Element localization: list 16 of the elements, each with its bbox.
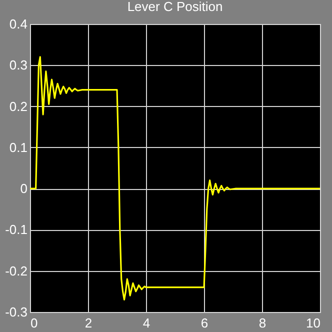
x-tick-label: 10 [306, 316, 320, 330]
x-tick-label: 4 [142, 316, 150, 330]
x-tick-label: 0 [30, 316, 38, 330]
line-series [30, 56, 320, 300]
x-tick-label: 6 [200, 316, 208, 330]
y-tick-label: 0.1 [9, 140, 28, 155]
y-tick-label: 0.2 [9, 98, 28, 114]
x-tick-label: 8 [258, 316, 266, 330]
y-tick-label: 0.3 [9, 58, 28, 73]
x-tick-label: 2 [84, 316, 92, 330]
y-tick-label: -0.3 [5, 304, 28, 320]
y-tick-label: -0.2 [5, 263, 28, 278]
y-tick-label: 0.4 [9, 16, 28, 32]
y-tick-label: -0.1 [5, 222, 28, 238]
chart-title: Lever C Position [127, 0, 223, 14]
y-tick-label: 0 [20, 181, 28, 196]
